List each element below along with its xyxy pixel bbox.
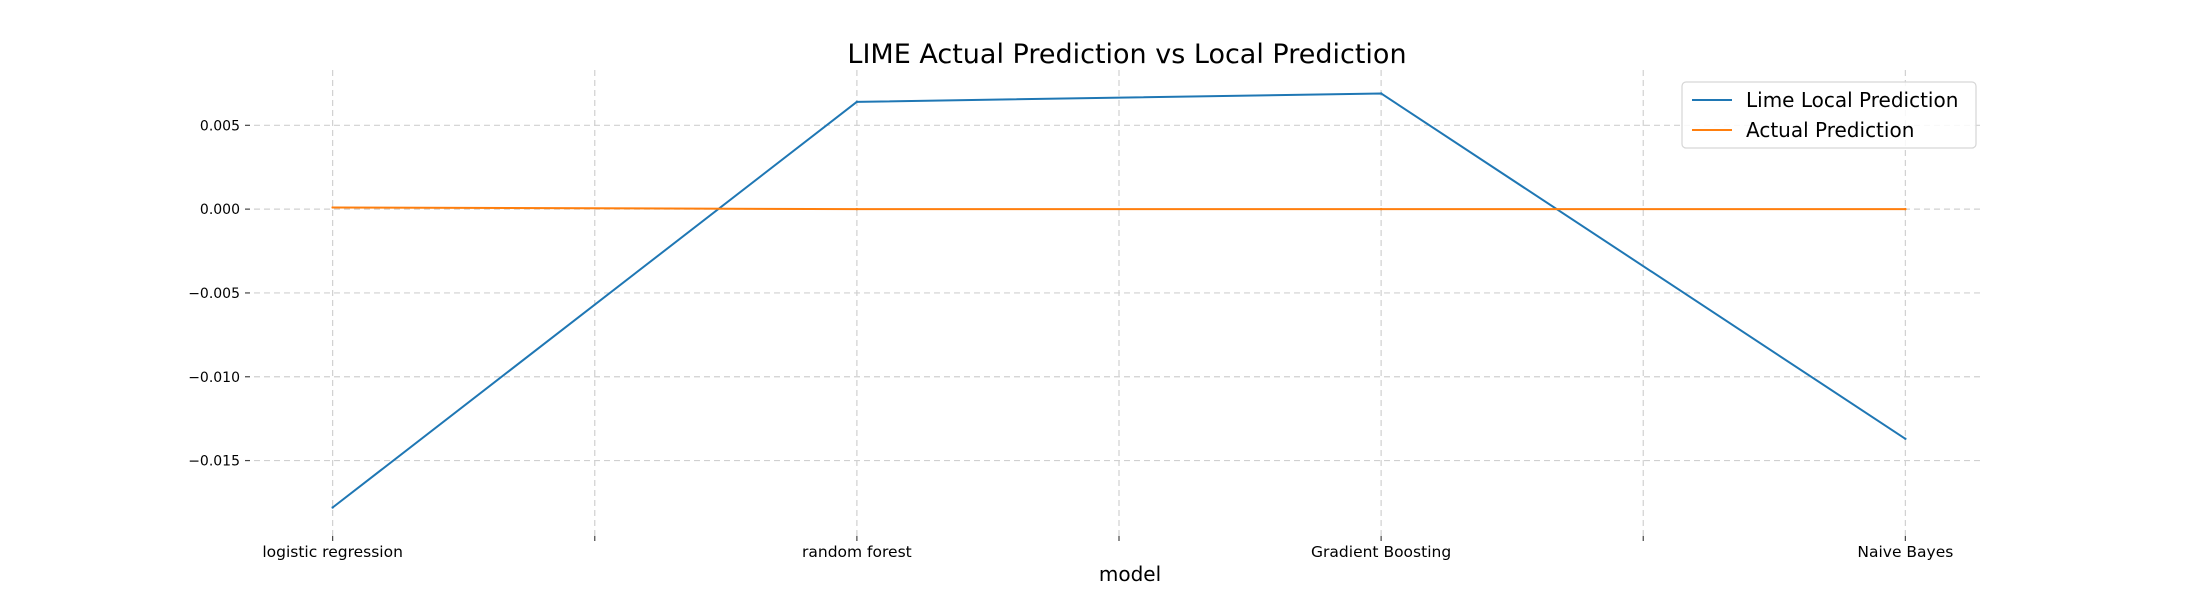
data-point bbox=[1904, 207, 1907, 211]
legend-box bbox=[1681, 81, 1977, 149]
legend-label: Lime Local Prediction bbox=[1746, 88, 1958, 112]
x-axis-label: model bbox=[1099, 562, 1161, 586]
data-point bbox=[1379, 207, 1383, 211]
data-point bbox=[1379, 92, 1383, 95]
data-point bbox=[855, 207, 859, 211]
data-point bbox=[331, 206, 334, 209]
y-tick-label: 0.000 bbox=[200, 202, 240, 218]
y-axis: 0.005 0.000 −0.005 −0.010 −0.015 bbox=[188, 118, 250, 470]
legend-label: Actual Prediction bbox=[1746, 118, 1914, 142]
x-tick-label: Naive Bayes bbox=[1857, 543, 1953, 561]
y-tick-label: −0.010 bbox=[188, 370, 240, 386]
x-tick-label: logistic regression bbox=[262, 543, 403, 561]
chart-title: LIME Actual Prediction vs Local Predicti… bbox=[847, 39, 1406, 70]
series-line-0 bbox=[332, 92, 1906, 509]
data-point bbox=[1904, 437, 1907, 440]
x-tick-label: Gradient Boosting bbox=[1311, 543, 1451, 561]
x-axis: logistic regression random forest Gradient… bbox=[262, 536, 1953, 561]
y-tick-label: 0.005 bbox=[200, 118, 240, 134]
data-point bbox=[855, 100, 859, 104]
series-line-1 bbox=[332, 206, 1906, 211]
series-lines bbox=[331, 92, 1907, 509]
data-point bbox=[331, 506, 334, 509]
y-tick-label: −0.015 bbox=[188, 454, 240, 470]
y-tick-label: −0.005 bbox=[188, 286, 240, 302]
legend: Lime Local Prediction Actual Prediction bbox=[1681, 81, 1977, 149]
x-tick-label: random forest bbox=[802, 543, 912, 561]
